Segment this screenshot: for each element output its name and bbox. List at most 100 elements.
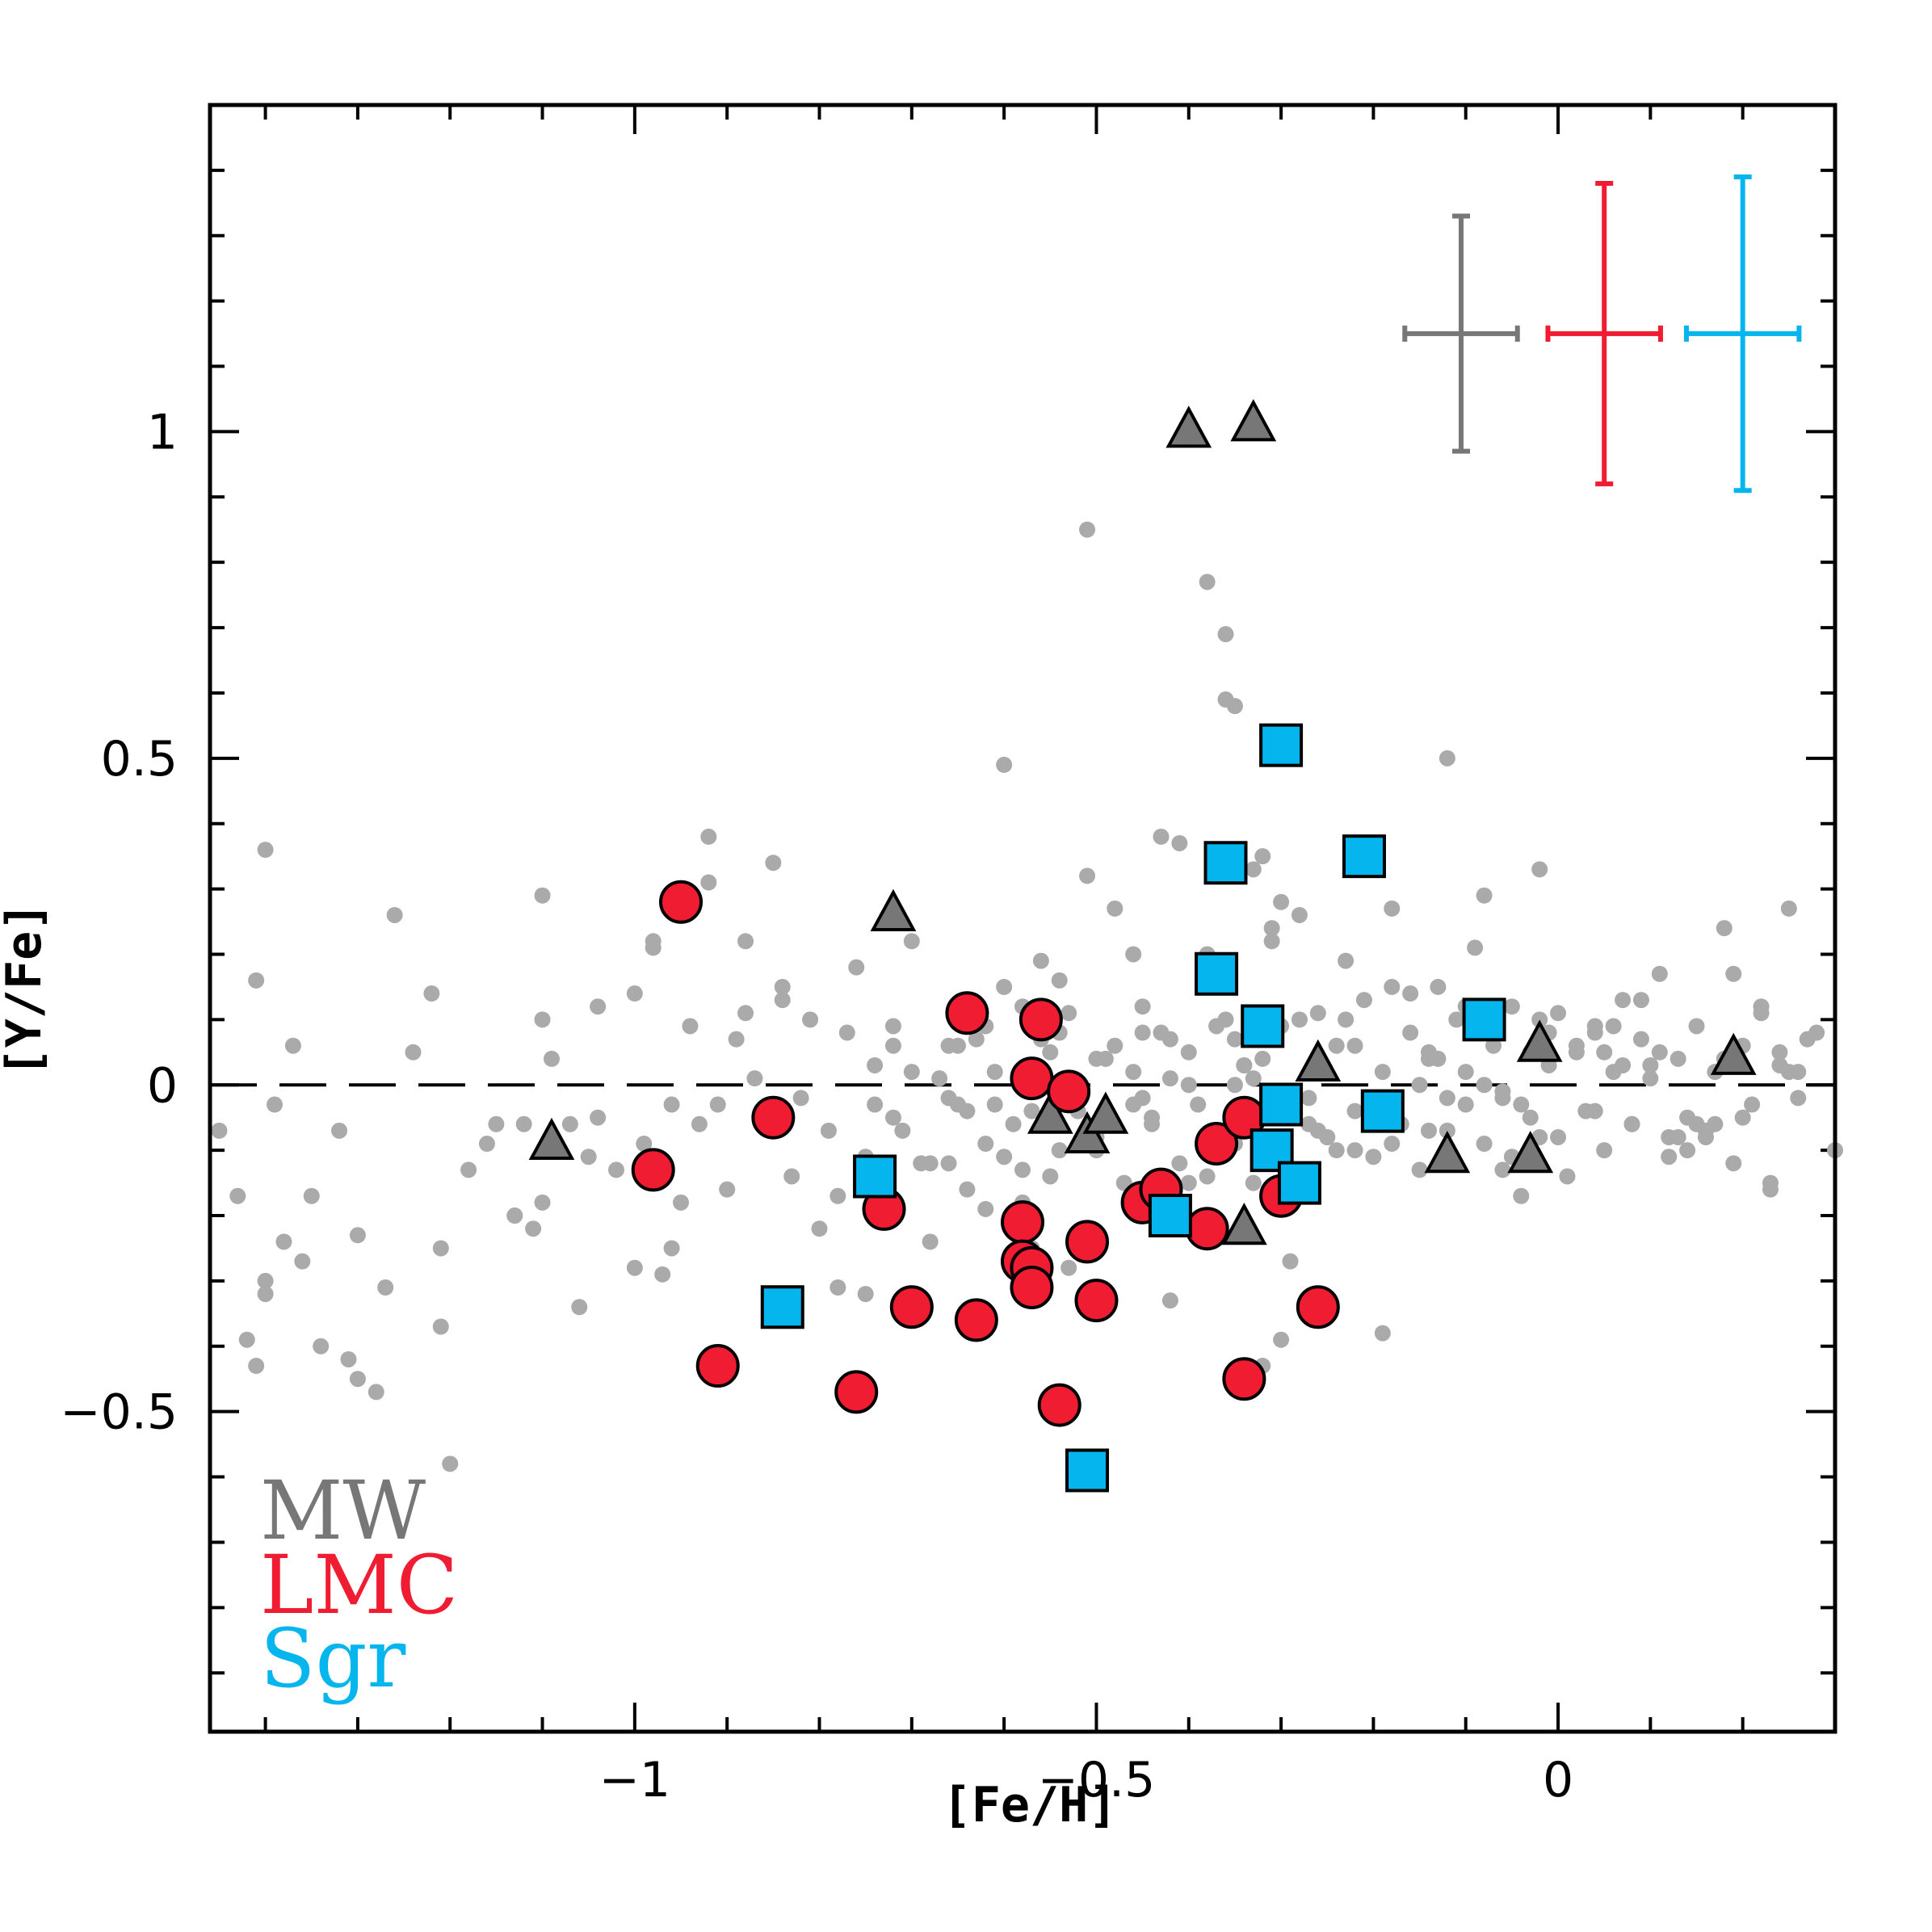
field-star-point — [442, 1455, 459, 1472]
mw-point — [1507, 1131, 1554, 1174]
series-sgr — [760, 723, 1506, 1493]
field-star-point — [1780, 1064, 1797, 1081]
lmc-point — [751, 1095, 796, 1140]
field-star-point — [1134, 998, 1151, 1015]
field-star-point — [746, 1070, 763, 1087]
field-star-point — [691, 1115, 708, 1132]
field-star-point — [1513, 1096, 1530, 1113]
field-star-point — [1161, 1292, 1178, 1309]
lmc-point — [945, 991, 989, 1035]
x-axis-label: [Fe/H] — [943, 1777, 1118, 1833]
mw-point — [528, 1117, 575, 1161]
field-star-point — [709, 1096, 726, 1113]
field-star-point — [1670, 1050, 1686, 1067]
mw-point — [1710, 1032, 1757, 1075]
field-star-point — [996, 978, 1013, 995]
plot-frame — [208, 103, 1838, 1734]
field-star-point — [1273, 893, 1290, 910]
field-star-point — [313, 1338, 330, 1354]
field-star-point — [783, 1168, 800, 1185]
field-star-point — [1328, 1037, 1345, 1054]
field-star-point — [432, 1240, 449, 1257]
field-star-point — [673, 1194, 690, 1211]
error-bar-sgr — [1683, 174, 1802, 494]
field-star-point — [1180, 1044, 1197, 1060]
field-star-point — [1254, 848, 1271, 865]
field-star-point — [1753, 998, 1770, 1015]
field-star-point — [968, 1031, 985, 1048]
field-star-point — [1338, 952, 1354, 969]
field-star-point — [1042, 1044, 1059, 1060]
field-star-point — [1632, 992, 1649, 1009]
field-star-point — [820, 1122, 837, 1139]
lmc-point — [1222, 1357, 1266, 1401]
x-tick-label: 0 — [1543, 1752, 1573, 1808]
field-star-point — [1384, 900, 1401, 917]
field-star-point — [506, 1208, 523, 1224]
field-star-point — [700, 828, 717, 845]
field-star-point — [884, 1037, 901, 1054]
field-star-point — [340, 1350, 357, 1367]
field-star-point — [1503, 998, 1520, 1015]
field-star-point — [1291, 906, 1308, 923]
field-star-point — [1236, 1056, 1253, 1073]
field-star-point — [248, 1358, 265, 1375]
field-star-point — [940, 1090, 957, 1107]
field-star-point — [700, 874, 717, 891]
field-star-point — [488, 1115, 505, 1132]
field-star-point — [1550, 1005, 1567, 1022]
field-star-point — [303, 1187, 320, 1204]
field-star-point — [1005, 1115, 1022, 1132]
field-star-point — [1134, 1024, 1151, 1041]
field-star-point — [931, 1070, 948, 1087]
sgr-point — [1360, 1089, 1405, 1133]
field-star-point — [1615, 1056, 1632, 1073]
lmc-point — [1001, 1200, 1044, 1245]
field-star-point — [1365, 1149, 1382, 1166]
field-star-point — [525, 1220, 542, 1237]
mw-point — [1424, 1131, 1471, 1174]
sgr-point — [1195, 951, 1239, 996]
field-star-point — [986, 1064, 1003, 1081]
legend-label-mw: MW — [260, 1464, 426, 1558]
field-star-point — [645, 933, 662, 950]
field-star-point — [1153, 1024, 1170, 1041]
field-star-point — [1161, 1070, 1178, 1087]
legend-label-sgr: Sgr — [260, 1611, 406, 1706]
legend: MW LMC Sgr — [260, 1464, 458, 1706]
sgr-point — [1462, 998, 1506, 1042]
field-star-point — [1346, 1102, 1363, 1119]
field-star-point — [626, 1259, 643, 1276]
field-star-point — [1438, 1122, 1455, 1139]
field-star-point — [1411, 1161, 1428, 1178]
lmc-point — [1047, 1069, 1091, 1114]
field-star-point — [1550, 1128, 1567, 1145]
field-star-point — [830, 1187, 846, 1204]
field-star-point — [257, 842, 274, 859]
field-star-point — [1632, 1031, 1649, 1048]
field-star-point — [1171, 1155, 1188, 1172]
y-tick-label: 0.5 — [101, 731, 178, 788]
field-star-point — [1051, 972, 1068, 989]
sgr-point — [1065, 1448, 1110, 1493]
lmc-point — [834, 1370, 879, 1414]
field-star-point — [774, 992, 791, 1009]
field-star-point — [534, 1194, 551, 1211]
field-star-point — [1476, 1077, 1493, 1094]
field-star-point — [1448, 1011, 1465, 1028]
field-star-point — [1273, 1331, 1290, 1348]
field-star-point — [830, 1279, 846, 1296]
field-star-point — [737, 1005, 754, 1022]
field-star-point — [654, 1266, 671, 1283]
field-star-point — [561, 1115, 578, 1132]
field-star-point — [1623, 1115, 1640, 1132]
error-bar-mw — [1402, 213, 1520, 454]
lmc-point — [695, 1344, 740, 1388]
field-star-point — [1457, 1064, 1474, 1081]
field-star-point — [590, 1109, 607, 1126]
field-star-point — [608, 1161, 624, 1178]
plot-border — [208, 103, 1838, 1734]
